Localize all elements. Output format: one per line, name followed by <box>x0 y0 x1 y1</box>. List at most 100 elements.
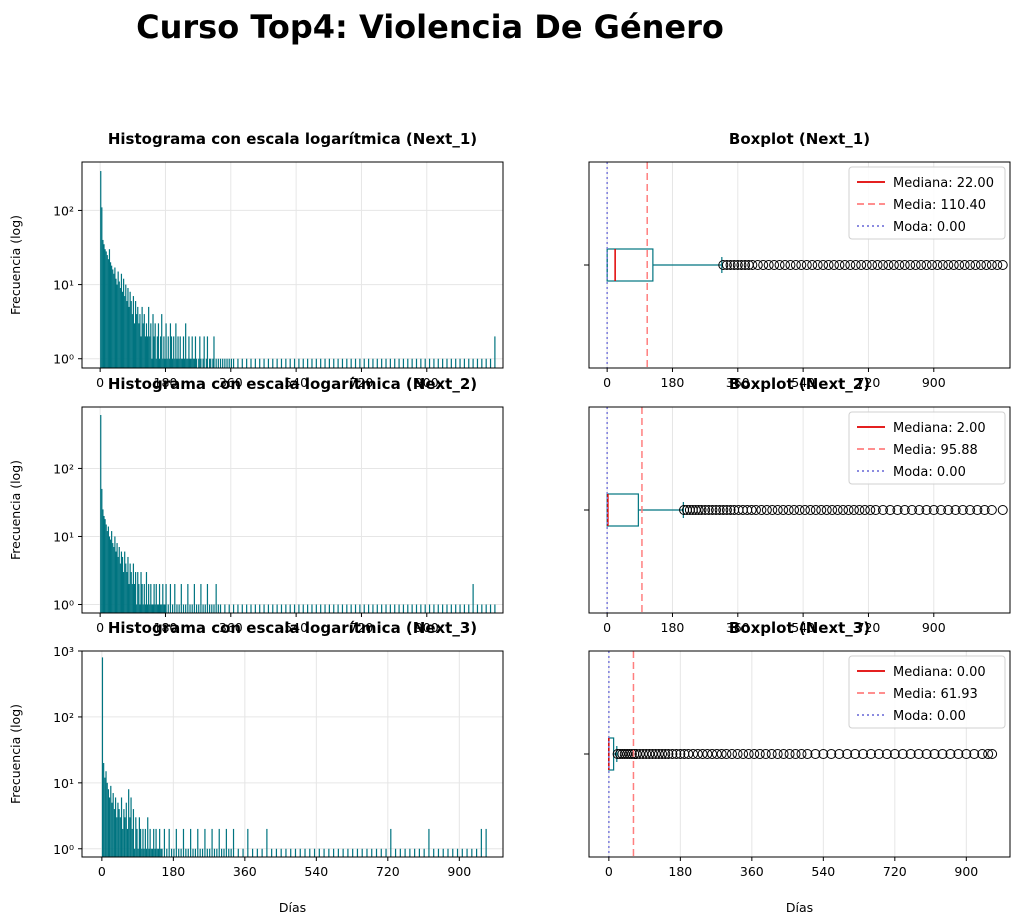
histogram-bar <box>103 762 105 857</box>
outlier-point <box>948 260 959 270</box>
outlier-point <box>854 505 865 515</box>
histogram-bar <box>394 604 396 613</box>
histogram-bar <box>168 828 170 857</box>
histogram-bar <box>194 848 196 857</box>
histogram-bar <box>169 584 172 613</box>
histogram-bar <box>324 358 326 368</box>
histogram-bar <box>380 848 382 857</box>
outlier-point <box>972 505 983 515</box>
x-tick-label: 180 <box>154 375 178 390</box>
histogram-bar <box>115 551 117 613</box>
histogram-bar <box>123 572 125 613</box>
histogram-bar <box>120 551 123 613</box>
histogram-bar <box>112 269 114 368</box>
histogram-bar <box>213 336 215 368</box>
histogram-bar <box>218 828 220 857</box>
outlier-point <box>688 749 699 759</box>
histogram-bar <box>129 563 131 613</box>
x-tick-label: 360 <box>726 620 750 635</box>
histogram-bar <box>237 358 239 368</box>
histogram-bar <box>142 604 144 613</box>
x-tick-label: 180 <box>661 375 685 390</box>
histogram-bar <box>463 604 466 613</box>
outlier-point <box>913 749 924 759</box>
histogram-bar <box>138 817 140 857</box>
outlier-point <box>970 260 981 270</box>
outlier-point <box>721 260 732 270</box>
outlier-point <box>747 260 758 270</box>
histogram-bar <box>192 358 194 368</box>
histogram-bar <box>385 604 387 613</box>
outlier-point <box>832 505 843 515</box>
histogram-bar <box>166 358 168 368</box>
histogram-bar <box>428 358 431 368</box>
x-axis-label: Días <box>279 900 306 915</box>
histogram-bar <box>428 604 431 613</box>
histogram-bar <box>304 848 306 857</box>
outlier-point <box>914 505 925 515</box>
histogram-bar <box>337 358 339 368</box>
outlier-point <box>848 505 859 515</box>
outlier-point <box>732 260 743 270</box>
histogram-bar <box>215 584 217 613</box>
histogram-bar <box>223 848 225 857</box>
histogram-bar <box>185 848 187 857</box>
histogram-bar <box>156 848 158 857</box>
histogram-bar <box>390 828 392 857</box>
histogram-bar <box>162 584 164 613</box>
histogram-bar <box>113 809 115 857</box>
histogram-bar <box>104 519 106 613</box>
outlier-point <box>796 260 807 270</box>
histogram-bar <box>468 358 470 368</box>
outlier-point <box>729 260 740 270</box>
legend-box <box>848 655 1006 729</box>
outlier-point <box>752 260 763 270</box>
outlier-point <box>740 260 751 270</box>
legend-mode-label: Moda: 0.00 <box>893 465 966 480</box>
legend-mean-label: Media: 110.40 <box>893 198 986 213</box>
outlier-point <box>802 749 813 759</box>
histogram-bar <box>280 358 283 368</box>
histogram-bar <box>389 604 391 613</box>
histogram-bar <box>176 358 178 368</box>
histogram-bar <box>372 604 374 613</box>
histogram-bar <box>109 797 111 857</box>
histogram-bar <box>145 848 148 857</box>
histogram-bar <box>105 524 107 613</box>
histogram-bar <box>155 358 157 368</box>
histogram-bar <box>472 358 474 368</box>
histogram-bar <box>398 604 400 613</box>
histogram-bar <box>139 314 141 368</box>
x-tick-label: 360 <box>740 864 764 879</box>
histogram-bar <box>128 306 130 368</box>
x-tick-label: 0 <box>603 375 611 390</box>
histogram-bar <box>109 262 112 368</box>
histogram-bar <box>356 848 359 857</box>
histogram-bar <box>139 604 141 613</box>
histogram-bar <box>333 604 335 613</box>
histogram-bar <box>187 584 189 613</box>
histogram-bar <box>494 604 496 613</box>
histogram-bar <box>141 848 143 857</box>
histogram-bar <box>118 547 120 613</box>
outlier-point <box>894 260 905 270</box>
histogram-bar <box>134 572 137 613</box>
outlier-point <box>634 749 645 759</box>
histogram-bar <box>150 584 152 613</box>
histogram-bar <box>342 848 344 857</box>
histogram-bar <box>138 584 140 613</box>
outlier-point <box>870 505 881 515</box>
histogram-bar <box>466 848 468 857</box>
outlier-point <box>916 260 927 270</box>
histogram-bar <box>203 336 205 368</box>
outlier-point <box>816 505 827 515</box>
x-tick-label: 900 <box>415 620 439 635</box>
histogram-bar <box>261 848 263 857</box>
histogram-bar <box>402 358 405 368</box>
histogram-bar <box>157 323 160 368</box>
outlier-point <box>926 260 937 270</box>
histogram-panel: 10⁰ 10¹ 10² Frecuencia (log) 0 180 360 540 720 90… <box>8 375 504 635</box>
histogram-bar <box>140 572 142 613</box>
outlier-point <box>943 260 954 270</box>
histogram-bar <box>232 358 235 368</box>
